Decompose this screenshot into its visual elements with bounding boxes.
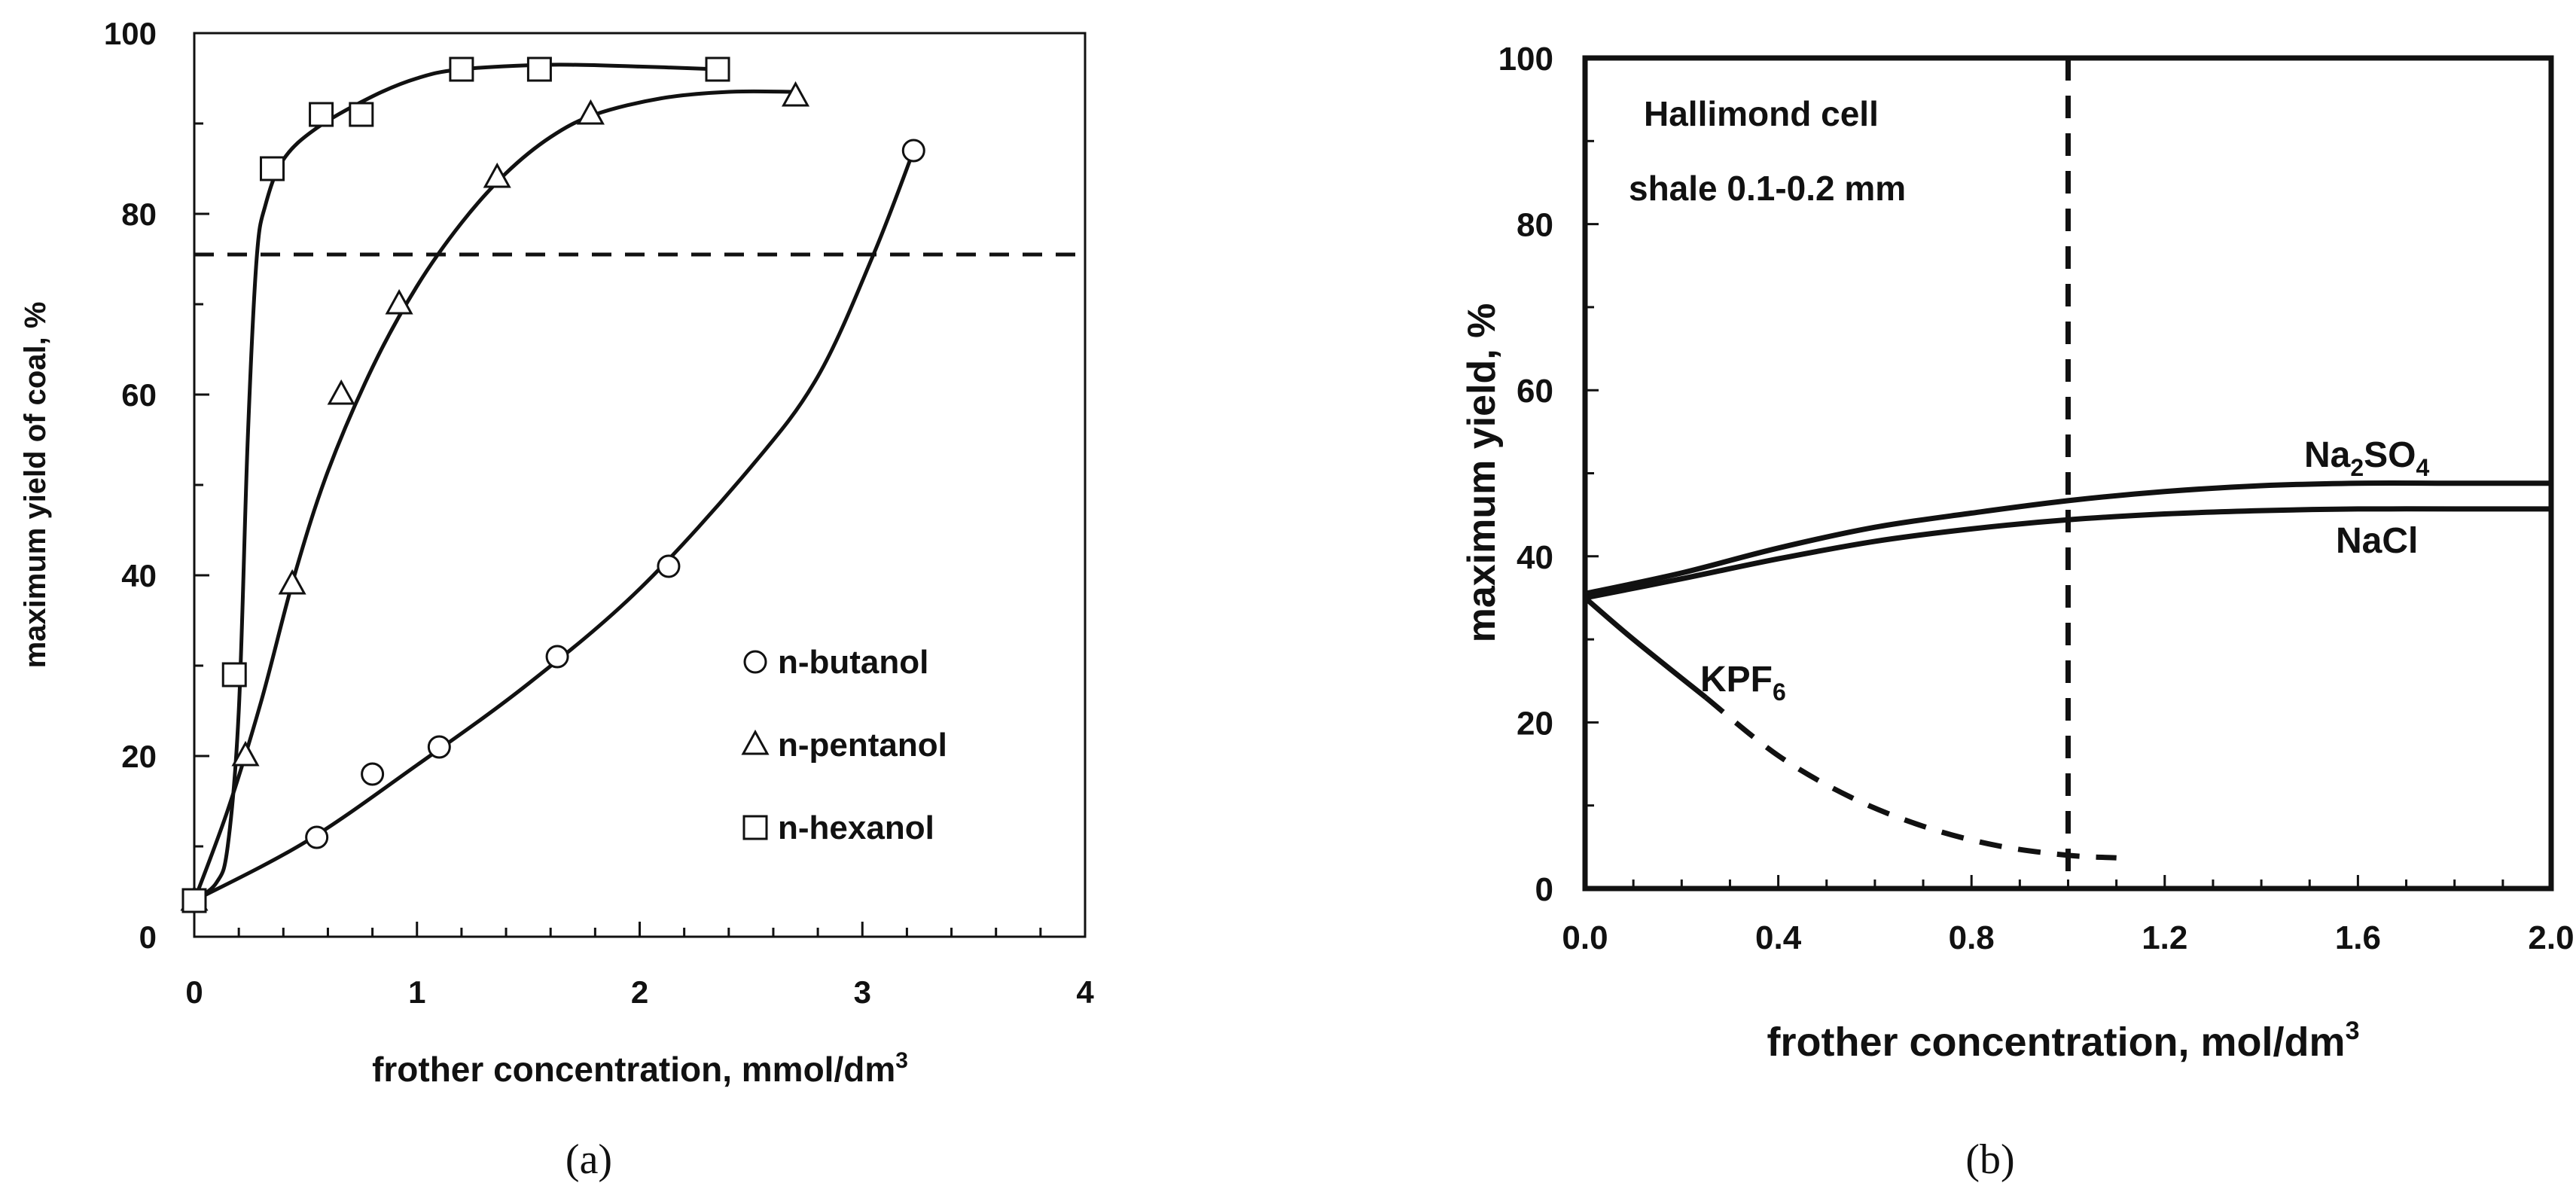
data-point-n-butanol — [305, 825, 329, 849]
data-point-n-butanol — [427, 735, 451, 759]
panel-b-x-axis-title: frother concentration, mol/dm3 — [1767, 1017, 2360, 1065]
panel-a-y-tick-label: 60 — [121, 377, 157, 413]
data-point-n-hexanol — [309, 102, 334, 127]
legend-marker-n-pentanol — [741, 729, 770, 755]
panel-b-x-tick-label: 0.4 — [1755, 919, 1802, 956]
panel-b-y-tick-label: 0 — [1535, 871, 1553, 908]
panel-b-y-tick-label: 20 — [1517, 705, 1553, 742]
legend-marker-n-hexanol — [742, 815, 768, 840]
data-point-n-pentanol — [385, 288, 413, 315]
series-line-Na2SO4 — [1584, 480, 2551, 596]
data-point-n-pentanol — [278, 569, 306, 595]
series-line-n-hexanol — [193, 62, 718, 903]
panel-a-caption: (a) — [566, 1136, 612, 1183]
series-label-KPF6: KPF6 — [1700, 660, 1786, 706]
panel-a-x-tick-label: 2 — [631, 974, 648, 1010]
panel-b-y-axis-title: maximum yield, % — [1460, 303, 1504, 643]
panel-a-y-tick-label: 40 — [121, 558, 157, 593]
panel-b-y-tick-label: 40 — [1517, 539, 1553, 576]
series-line-KPF6 — [1704, 695, 2117, 861]
panel-a-y-axis-title: maximum yield of coal, % — [19, 302, 52, 669]
panel-b: 0 20 40 60 80 100 0.0 0.4 0.8 1.2 1.6 2.0 Na2SO4 Na… — [1460, 41, 2574, 1183]
panel-b-y-tick-label: 80 — [1517, 207, 1553, 244]
data-point-n-butanol — [901, 139, 925, 163]
data-point-n-hexanol — [349, 102, 374, 127]
panel-a-x-axis-title: frother concentration, mmol/dm3 — [372, 1048, 908, 1089]
data-point-n-hexanol — [449, 56, 474, 82]
annotation-hallimond-cell: Hallimond cell — [1644, 94, 1879, 133]
data-point-n-hexanol — [221, 662, 247, 687]
data-point-n-hexanol — [705, 56, 730, 82]
panel-b-x-tick-label: 1.6 — [2335, 919, 2381, 956]
panel-b-x-tick-label: 2.0 — [2528, 919, 2574, 956]
series-line-n-butanol — [193, 150, 916, 903]
panel-b-y-tick-label: 60 — [1517, 373, 1553, 410]
panel-b-caption: (b) — [1965, 1136, 2014, 1183]
series-label-NaCl: NaCl — [2336, 521, 2418, 561]
panel-a-y-tick-label: 100 — [104, 16, 157, 51]
annotation-shale-size: shale 0.1-0.2 mm — [1629, 169, 1906, 208]
data-point-n-pentanol — [231, 740, 260, 767]
legend-label-n-pentanol: n-pentanol — [778, 727, 947, 764]
data-point-n-butanol — [545, 645, 569, 669]
panel-b-x-tick-label: 1.2 — [2142, 919, 2187, 956]
panel-a-y-tick-label: 80 — [121, 197, 157, 232]
data-point-n-pentanol — [327, 379, 355, 405]
data-point-n-butanol — [657, 554, 681, 578]
panel-b-y-tick-label: 100 — [1498, 41, 1553, 78]
legend-marker-n-butanol — [743, 650, 767, 674]
data-point-n-hexanol — [526, 56, 552, 82]
series-line-KPF6-solid — [1583, 596, 1708, 700]
panel-a-legend: n-butanol n-pentanol n-hexanol — [741, 644, 947, 846]
data-point-n-hexanol — [260, 156, 285, 181]
panel-a-y-tick-label: 0 — [139, 919, 157, 955]
series-line-NaCl — [1584, 506, 2551, 601]
panel-b-x-tick-label: 0.8 — [1949, 919, 1995, 956]
legend-label-n-butanol: n-butanol — [778, 644, 928, 681]
data-point-n-pentanol — [781, 81, 810, 107]
data-point-n-pentanol — [483, 162, 511, 188]
series-line-n-pentanol — [192, 89, 796, 901]
panel-a-x-tick-label: 3 — [854, 974, 871, 1010]
panel-a-y-tick-label: 20 — [121, 739, 157, 774]
panel-b-x-tick-label: 0.0 — [1562, 919, 1608, 956]
series-label-Na2SO4: Na2SO4 — [2304, 435, 2430, 481]
panel-a-x-tick-label: 1 — [408, 974, 425, 1010]
panel-a-x-tick-label: 4 — [1076, 974, 1094, 1010]
data-point-n-pentanol — [576, 99, 605, 125]
panel-a-plot-frame — [193, 32, 1087, 938]
data-point-n-butanol — [361, 762, 385, 786]
panel-a-x-tick-label: 0 — [185, 974, 203, 1010]
data-point-n-hexanol — [181, 888, 207, 913]
legend-label-n-hexanol: n-hexanol — [778, 809, 934, 846]
